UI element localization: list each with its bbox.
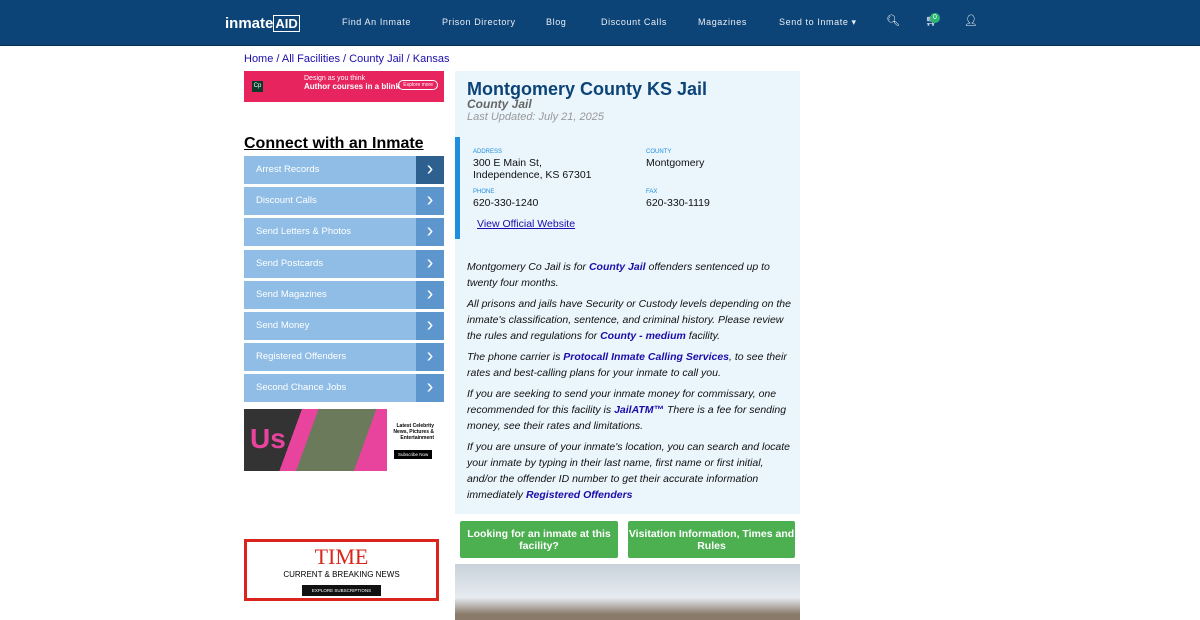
chevron-right-icon: › [416,249,444,278]
nav-find-inmate[interactable]: Find An Inmate [342,17,411,27]
chevron-right-icon: › [416,311,444,340]
adobe-ad-banner[interactable]: Cp Design as you think Author courses in… [244,71,444,102]
sidebar-item-label: Send Money [256,319,310,331]
text: offenders sentenced up to twenty four mo… [467,261,770,289]
ad-cta[interactable]: Subscribe Now [394,450,433,459]
text: facility. [685,330,721,342]
facility-photo [455,564,800,620]
cart-count-badge: 0 [930,13,940,23]
ad-cta[interactable]: EXPLORE SUBSCRIPTIONS [301,585,382,596]
sidebar-item-second-chance-jobs[interactable]: Second Chance Jobs › [244,374,444,403]
nav-send-to-inmate[interactable]: Send to Inmate ▾ [779,17,857,27]
sidebar-item-send-postcards[interactable]: Send Postcards › [244,249,444,278]
logo[interactable]: inmate AID [225,15,300,32]
nav-blog[interactable]: Blog [546,17,567,27]
fax: 620-330-1119 [646,197,710,209]
facility-type: County Jail [467,97,532,111]
address: 300 E Main St, Independence, KS 67301 [473,157,592,181]
chevron-right-icon: › [416,280,444,309]
sidebar-item-label: Send Postcards [256,257,324,269]
page-title: Montgomery County KS Jail [467,79,708,99]
logo-text: inmate [225,15,274,32]
chevron-right-icon: › [416,218,444,247]
us-logo: Us [250,423,286,454]
text: The phone carrier is [467,351,564,363]
ad-line1: Design as you think [304,75,366,82]
ad-cta[interactable]: Explore more [398,80,438,90]
breadcrumb-county-jail[interactable]: County Jail [349,53,404,65]
facility-info: ADDRESS 300 E Main St, Independence, KS 6… [455,137,800,239]
phone: 620-330-1240 [473,197,539,209]
registered-offenders-link[interactable]: Registered Offenders [525,489,633,501]
breadcrumb: Home / All Facilities / County Jail / Ka… [244,53,450,65]
phone-label: PHONE [473,189,495,195]
county: Montgomery [646,157,705,169]
facility-panel: Montgomery County KS Jail County Jail La… [455,71,800,514]
text: , to see their rates and best-calling pl… [467,351,787,379]
nav-discount-calls[interactable]: Discount Calls [601,17,667,27]
user-icon[interactable]: 👤︎ [964,15,978,27]
sidebar-item-label: Registered Offenders [256,351,347,363]
chevron-right-icon: › [416,343,444,372]
chevron-right-icon: › [416,374,444,403]
time-logo: TIME [314,544,369,569]
ad-line2: Author courses in a blink [304,82,401,91]
county-label: COUNTY [646,149,672,155]
text: All prisons and jails have Security or C… [467,298,791,342]
sidebar-item-label: Send Letters & Photos [256,226,352,238]
sidebar-item-send-letters[interactable]: Send Letters & Photos › [244,218,444,247]
find-inmate-button[interactable]: Looking for an inmate at this facility? [460,521,618,558]
visitation-button[interactable]: Visitation Information, Times and Rules [628,521,795,558]
address-line2: Independence, KS 67301 [473,169,592,181]
phone-carrier-link[interactable]: Protocall Inmate Calling Services [563,351,730,363]
sidebar-item-send-magazines[interactable]: Send Magazines › [244,280,444,309]
sidebar-heading: Connect with an Inmate [244,135,424,152]
address-label: ADDRESS [473,149,503,155]
text: If you are seeking to send your inmate m… [467,388,777,416]
ad-image [244,409,387,471]
security-level-link[interactable]: County - medium [600,330,686,342]
breadcrumb-all-facilities[interactable]: All Facilities [281,53,340,65]
captivate-logo: Cp [252,81,263,92]
time-ad[interactable]: TIME CURRENT & BREAKING NEWS EXPLORE SUB… [244,539,439,601]
us-weekly-ad[interactable]: Us Latest Celebrity News, Pictures & Ent… [244,409,444,471]
sidebar-item-label: Send Magazines [256,288,327,300]
chevron-right-icon: › [416,187,444,216]
search-icon[interactable]: 🔍︎ [886,15,900,27]
jailatm-link[interactable]: JailATM™ [614,404,665,416]
text: There is a fee for sending money, see th… [467,404,787,432]
breadcrumb-home[interactable]: Home [244,53,274,65]
sidebar-item-registered-offenders[interactable]: Registered Offenders › [244,343,444,372]
sidebar-item-label: Second Chance Jobs [256,382,347,394]
sidebar-item-label: Discount Calls [256,195,317,207]
official-website-link[interactable]: View Official Website [477,218,576,230]
sidebar-item-discount-calls[interactable]: Discount Calls › [244,187,444,216]
sidebar-item-send-money[interactable]: Send Money › [244,311,444,340]
fax-label: FAX [646,189,658,195]
ad-text: Latest Celebrity News, Pictures & Entert… [393,423,434,441]
sidebar-menu: Arrest Records › Discount Calls › Send Let… [244,156,444,406]
sidebar-item-label: Arrest Records [256,164,320,175]
facility-description: Montgomery Co Jail is for County Jail of… [467,259,792,508]
logo-accent: AID [273,15,300,32]
breadcrumb-kansas[interactable]: Kansas [412,53,450,65]
address-line1: 300 E Main St, [473,157,542,169]
last-updated: Last Updated: July 21, 2025 [467,111,604,123]
text: Montgomery Co Jail is for [467,261,589,273]
text: If you are unsure of your inmate's locat… [467,441,791,501]
nav-prison-directory[interactable]: Prison Directory [442,17,516,27]
sidebar-item-arrest-records[interactable]: Arrest Records › [244,156,444,184]
chevron-right-icon: › [416,156,444,184]
ad-text: CURRENT & BREAKING NEWS [283,570,400,579]
county-jail-link[interactable]: County Jail [588,261,646,273]
top-nav: inmate AID Find An Inmate Prison Director… [0,0,1200,46]
nav-magazines[interactable]: Magazines [698,17,747,27]
